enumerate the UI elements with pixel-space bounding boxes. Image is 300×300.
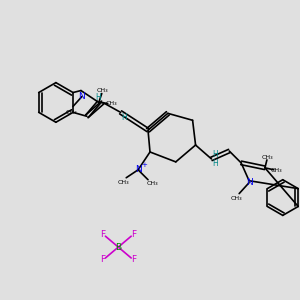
Text: CH₃: CH₃ <box>117 180 129 185</box>
Text: N: N <box>79 92 85 101</box>
Text: CH₃: CH₃ <box>230 196 242 201</box>
Text: CH₃: CH₃ <box>271 168 283 173</box>
Text: F: F <box>100 230 105 239</box>
Text: N: N <box>135 165 142 174</box>
Text: H: H <box>95 93 101 102</box>
Text: F: F <box>132 230 137 239</box>
Text: B: B <box>115 243 122 252</box>
Text: CH₃: CH₃ <box>146 181 158 186</box>
Text: +: + <box>141 162 147 168</box>
Text: CH₃: CH₃ <box>97 88 109 93</box>
Text: H: H <box>212 159 218 168</box>
Text: N: N <box>246 178 252 187</box>
Text: CH₃: CH₃ <box>106 101 118 106</box>
Text: H: H <box>212 151 218 160</box>
Text: F: F <box>100 256 105 265</box>
Text: H: H <box>122 113 128 122</box>
Text: CH₃: CH₃ <box>262 155 274 160</box>
Text: CH₃: CH₃ <box>65 110 77 115</box>
Text: F: F <box>132 256 137 265</box>
